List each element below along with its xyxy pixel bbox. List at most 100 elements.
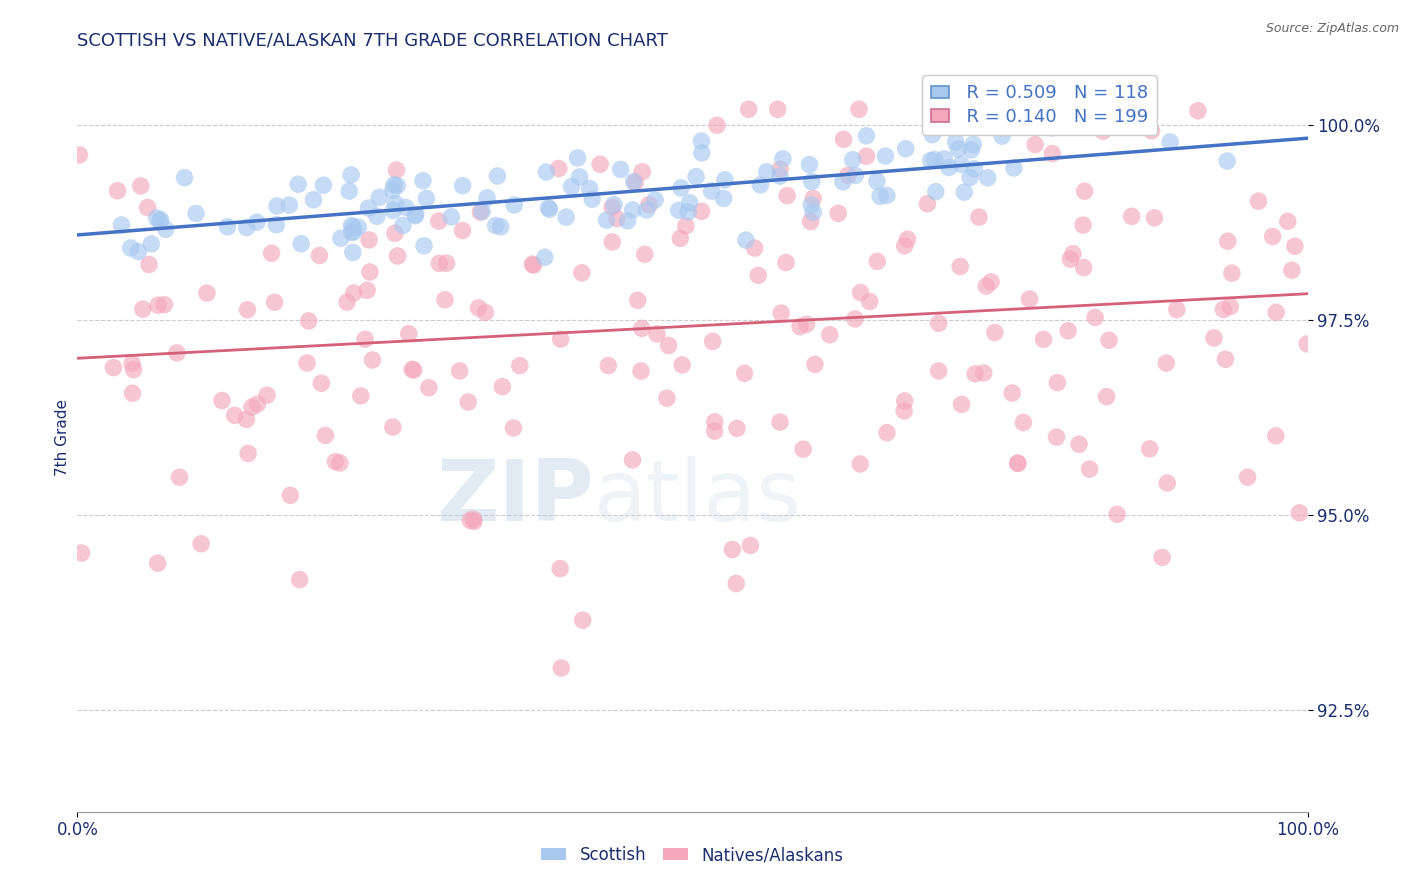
Point [616,214,638,228]
Point [1216,234,1239,248]
Point [404,209,426,223]
Point [581,192,603,206]
Point [550,332,572,346]
Point [475,191,498,205]
Point [538,202,561,217]
Point [485,219,508,233]
Point [1045,430,1067,444]
Point [122,362,145,376]
Point [278,488,301,502]
Point [486,169,509,183]
Point [789,319,811,334]
Point [290,236,312,251]
Point [295,356,318,370]
Point [405,207,427,221]
Point [690,134,713,148]
Text: SCOTTISH VS NATIVE/ALASKAN 7TH GRADE CORRELATION CHART: SCOTTISH VS NATIVE/ALASKAN 7TH GRADE COR… [77,32,668,50]
Point [1078,462,1101,476]
Point [976,170,998,185]
Point [340,168,363,182]
Point [645,326,668,341]
Point [343,286,366,301]
Point [467,301,489,315]
Point [356,283,378,297]
Point [1219,300,1241,314]
Point [621,453,644,467]
Point [896,232,918,246]
Point [359,233,381,247]
Point [1107,508,1129,522]
Point [669,181,692,195]
Point [1247,194,1270,208]
Point [1032,332,1054,346]
Point [314,428,336,442]
Point [392,219,415,233]
Point [769,415,792,429]
Point [832,132,855,146]
Point [669,231,692,245]
Point [1083,102,1105,116]
Point [702,334,724,349]
Point [934,152,956,166]
Point [127,244,149,259]
Point [457,395,479,409]
Point [195,286,218,301]
Point [766,102,789,116]
Point [103,360,125,375]
Point [385,178,408,193]
Point [129,178,152,193]
Point [550,661,572,675]
Point [755,164,778,178]
Point [859,294,882,309]
Point [329,231,352,245]
Point [1012,416,1035,430]
Point [547,161,569,176]
Point [1057,324,1080,338]
Point [149,212,172,227]
Point [893,239,915,253]
Point [146,298,169,312]
Point [384,227,406,241]
Point [676,205,699,219]
Point [849,457,872,471]
Point [1002,161,1025,175]
Point [800,214,823,228]
Point [740,538,762,552]
Point [342,220,364,235]
Point [1040,146,1063,161]
Point [775,255,797,269]
Point [818,327,841,342]
Point [440,210,463,224]
Point [155,222,177,236]
Point [796,318,818,332]
Point [876,425,898,440]
Point [340,219,363,233]
Point [287,178,309,192]
Point [302,193,325,207]
Point [606,211,628,226]
Point [211,393,233,408]
Point [801,205,824,219]
Point [503,198,526,212]
Point [800,175,823,189]
Point [849,285,872,300]
Point [624,175,647,189]
Point [136,201,159,215]
Point [555,210,578,224]
Point [769,169,792,183]
Point [336,295,359,310]
Point [382,203,405,218]
Point [308,248,330,262]
Point [668,203,690,218]
Point [1261,229,1284,244]
Point [153,297,176,311]
Point [866,254,889,268]
Point [638,197,661,211]
Point [799,157,821,171]
Point [1236,470,1258,484]
Point [832,175,855,189]
Point [925,185,948,199]
Point [1007,456,1029,470]
Point [121,356,143,370]
Point [973,366,995,380]
